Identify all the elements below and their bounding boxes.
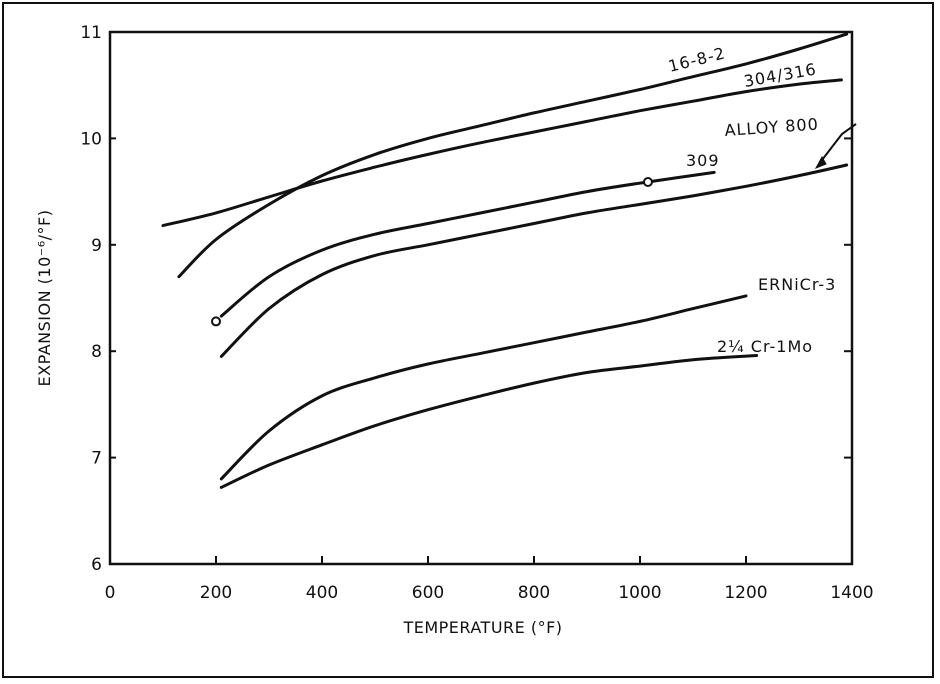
x-tick-label-1000: 1000 — [618, 583, 661, 603]
x-axis-title: TEMPERATURE (°F) — [402, 618, 562, 637]
x-tick-label-1200: 1200 — [724, 583, 767, 603]
x-tick-label-600: 600 — [412, 583, 444, 603]
y-tick-label-11: 11 — [80, 23, 102, 43]
series-line-309 — [219, 170, 716, 318]
y-tick-label-7: 7 — [91, 449, 102, 469]
alloy-800-leader-line — [821, 123, 857, 161]
x-tick-label-0: 0 — [105, 583, 116, 603]
series-line-2-cr-1mo — [219, 354, 759, 489]
x-tick-label-800: 800 — [518, 583, 550, 603]
series-line-16-8-2 — [177, 32, 849, 279]
plot-area — [108, 30, 854, 566]
y-tick-label-8: 8 — [91, 342, 102, 362]
series-line-ernicr-3 — [219, 294, 748, 481]
series-line-alloy-800 — [219, 163, 849, 358]
x-tick-label-1400: 1400 — [830, 583, 873, 603]
data-marker-0 — [211, 316, 221, 327]
y-tick-label-10: 10 — [80, 129, 102, 149]
x-tick-label-400: 400 — [306, 583, 338, 603]
x-tick-label-200: 200 — [200, 583, 232, 603]
alloy-800-arrowhead — [814, 155, 827, 169]
data-marker-1 — [642, 177, 653, 188]
series-label-2-cr-1mo: 2¼ Cr-1Mo — [717, 337, 813, 356]
figure-frame — [2, 2, 934, 678]
y-axis-title: EXPANSION (10⁻⁶/°F) — [35, 210, 54, 387]
series-line-304-316 — [161, 78, 843, 228]
y-tick-label-6: 6 — [91, 555, 102, 575]
y-tick-label-9: 9 — [91, 236, 102, 256]
series-label-alloy-800: ALLOY 800 — [724, 114, 819, 140]
series-label-309: 309 — [686, 151, 720, 170]
series-label-ernicr-3: ERNiCr-3 — [758, 275, 836, 294]
